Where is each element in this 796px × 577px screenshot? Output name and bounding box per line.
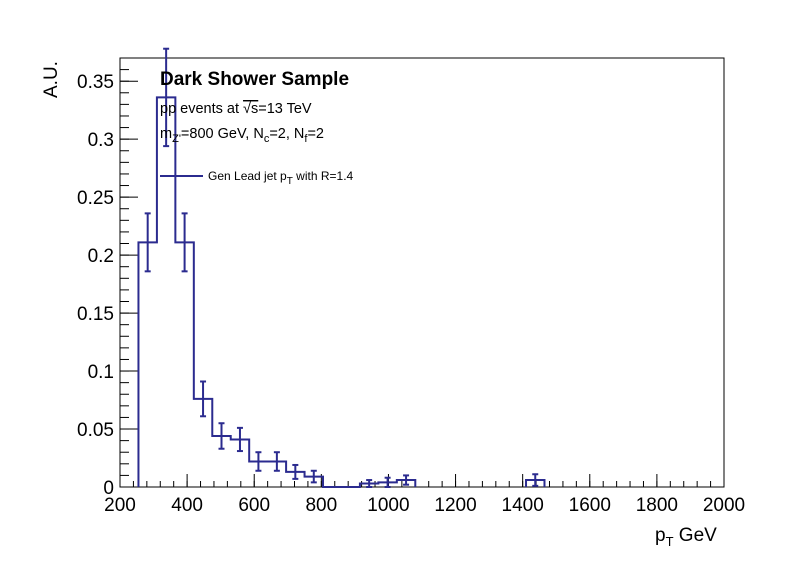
info-line-energy: pp events at √s=13 TeV (160, 101, 312, 117)
y-tick-label: 0 (103, 478, 114, 499)
x-tick-label: 1200 (434, 495, 476, 516)
x-tick-label: 1000 (367, 495, 409, 516)
y-axis-label: A.U. (41, 61, 62, 98)
x-tick-label: 1600 (569, 495, 611, 516)
series-group (137, 47, 546, 488)
chart-title: Dark Shower Sample (160, 69, 349, 90)
y-tick-label: 0.35 (77, 72, 114, 93)
legend-label: Gen Lead jet pT with R=1.4 (208, 169, 354, 187)
info-line-model: mZ'=800 GeV, Nc=2, Nf=2 (160, 126, 324, 145)
y-tick-label: 0.05 (77, 420, 114, 441)
y-tick-label: 0.3 (88, 130, 114, 151)
x-tick-label: 600 (238, 495, 270, 516)
x-tick-label: 200 (104, 495, 136, 516)
y-axis: 0 0.05 0.1 0.15 0.2 0.25 0.3 0.35 (77, 57, 138, 499)
y-tick-label: 0.15 (77, 304, 114, 325)
y-tick-label: 0.2 (88, 246, 114, 267)
x-tick-label: 1800 (636, 495, 678, 516)
x-tick-label: 800 (305, 495, 337, 516)
plot-frame (119, 57, 725, 488)
y-tick-label: 0.25 (77, 188, 114, 209)
legend: Gen Lead jet pT with R=1.4 (160, 169, 354, 187)
x-axis-label: pT GeV (655, 525, 717, 549)
x-axis: 200 400 600 800 1000 1200 1400 1600 1800 2000 (104, 474, 745, 516)
y-tick-label: 0.1 (88, 362, 114, 383)
x-tick-label: 2000 (703, 495, 745, 516)
x-tick-label: 1400 (502, 495, 544, 516)
x-tick-label: 400 (171, 495, 203, 516)
